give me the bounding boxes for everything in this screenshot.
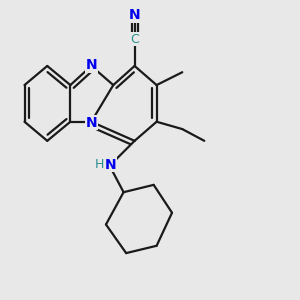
Text: N: N [129,8,140,22]
Text: N: N [85,116,97,130]
Text: H: H [95,158,104,171]
Text: N: N [105,158,116,172]
Text: N: N [85,58,97,72]
Text: C: C [130,33,139,46]
